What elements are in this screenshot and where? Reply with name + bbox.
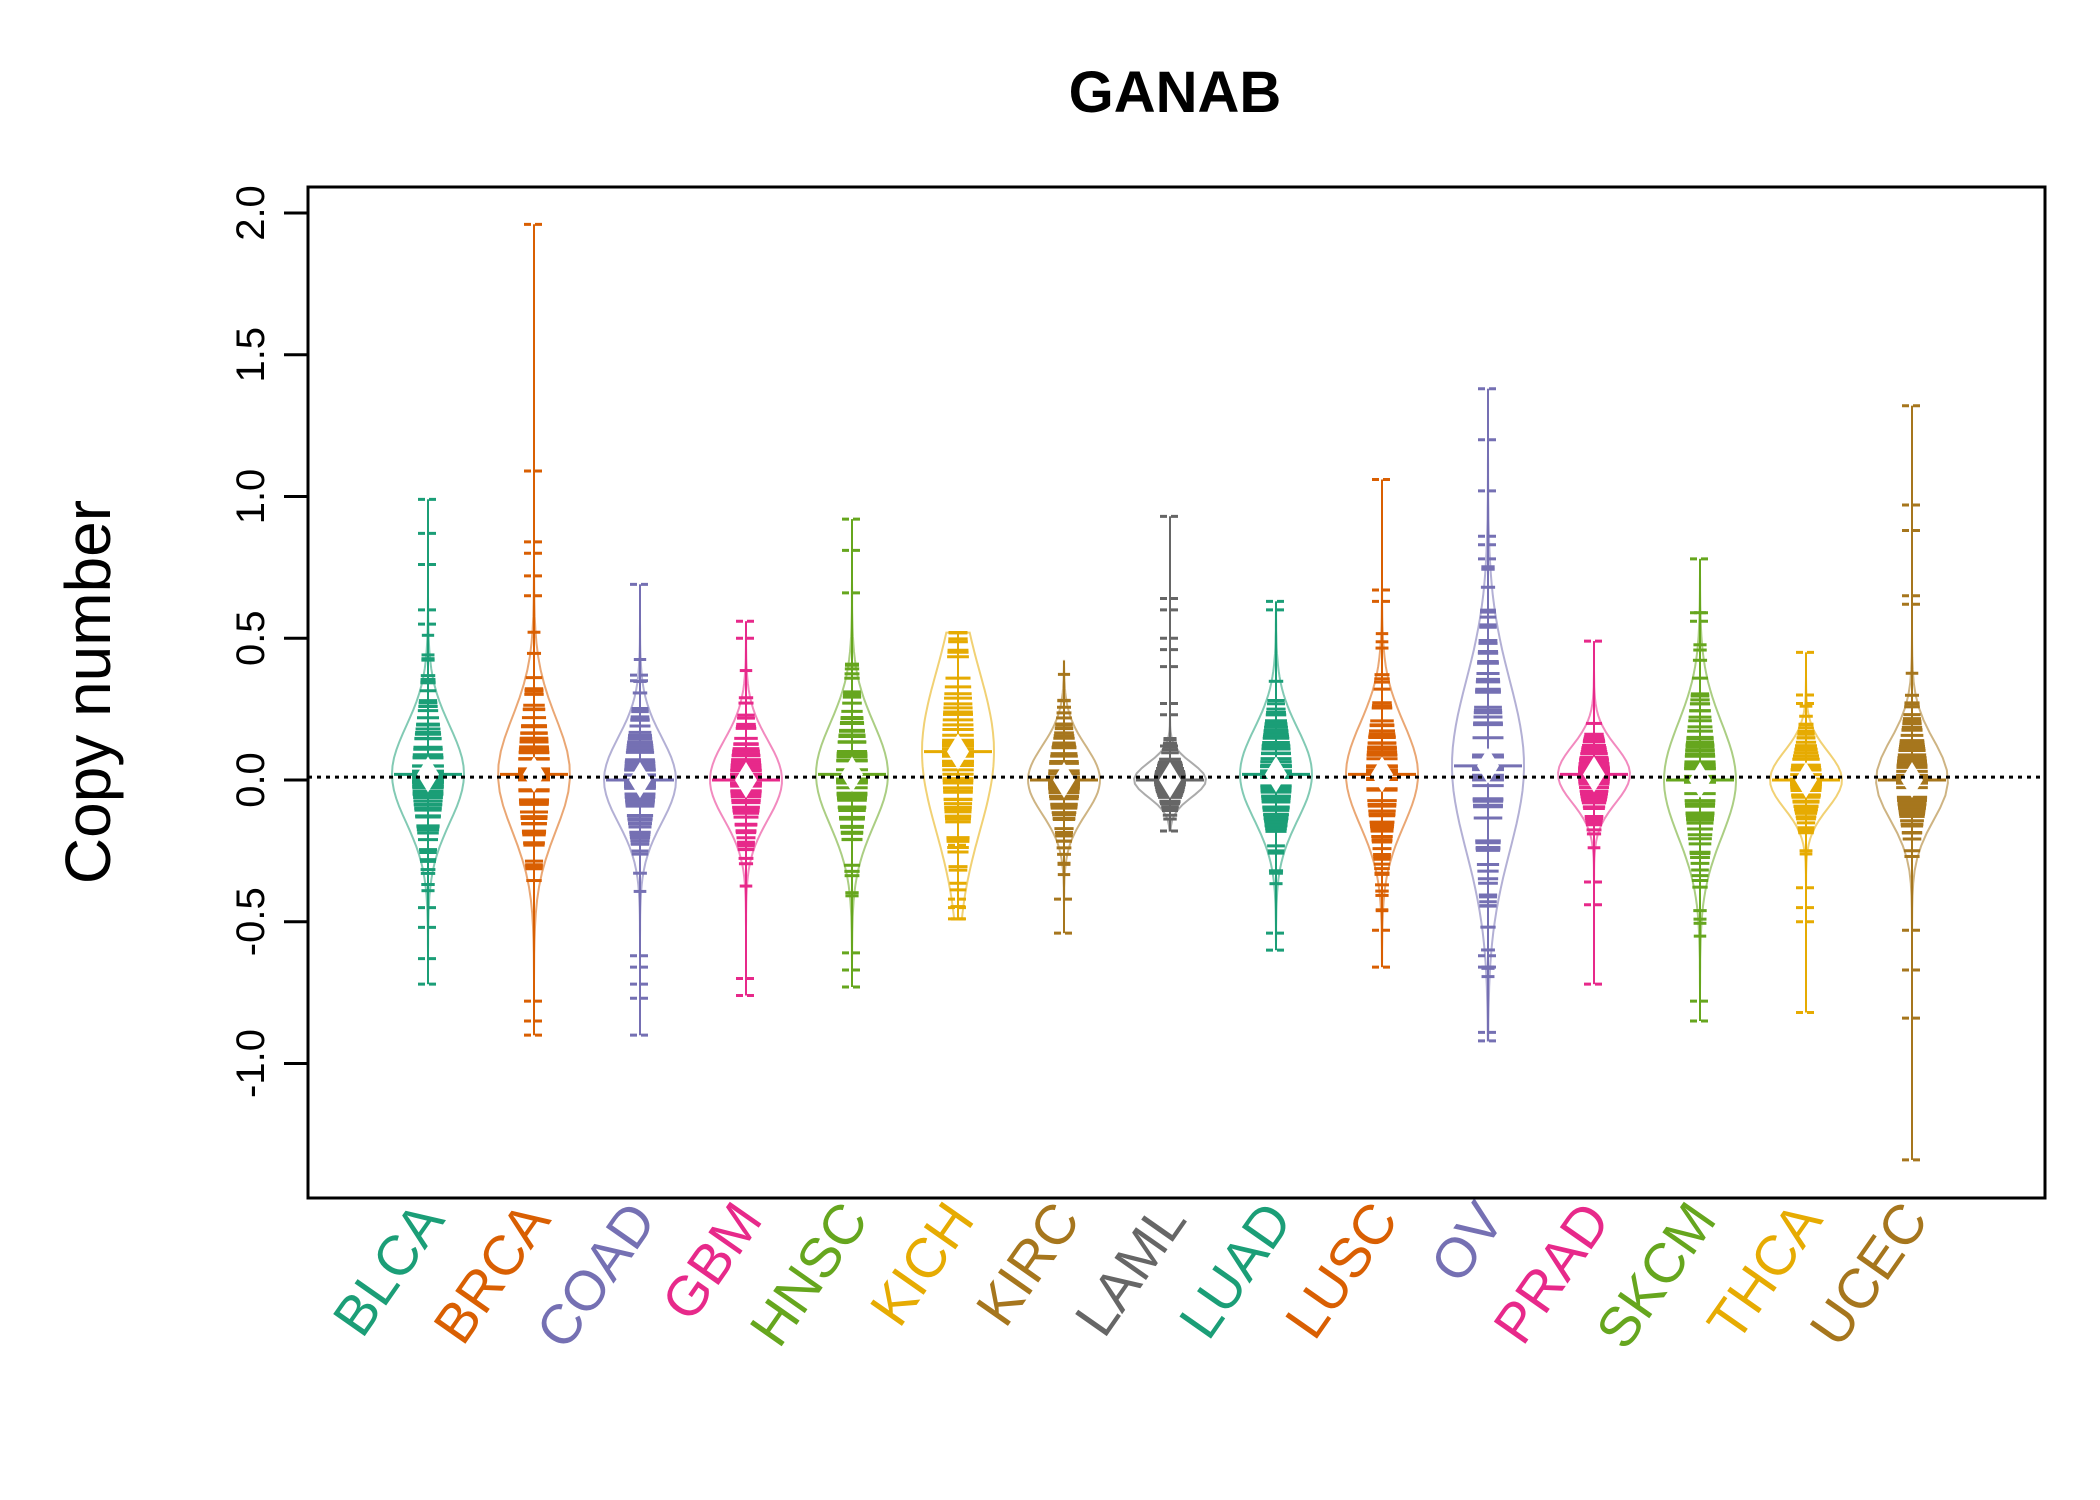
chart-title: GANAB bbox=[1069, 60, 1282, 125]
bean-density bbox=[1238, 601, 1314, 951]
plot-frame bbox=[306, 185, 2047, 1200]
bean-center bbox=[523, 756, 545, 793]
bean-skcm bbox=[1662, 557, 1738, 1023]
bean-thca bbox=[1769, 650, 1843, 1014]
bean-density bbox=[1450, 388, 1526, 1042]
bean-density bbox=[1875, 405, 1949, 1160]
bean-lusc bbox=[1344, 477, 1420, 969]
bean-center bbox=[1477, 747, 1499, 784]
bean-center bbox=[1901, 762, 1923, 798]
bean-density bbox=[1662, 558, 1738, 1021]
bean-laml bbox=[1133, 514, 1207, 833]
beans-layer bbox=[390, 222, 1949, 1162]
bean-center bbox=[1265, 756, 1287, 793]
bean-center bbox=[1795, 762, 1817, 798]
bean-center bbox=[735, 762, 757, 798]
y-tick-label: 1.5 bbox=[229, 327, 273, 383]
bean-ov bbox=[1450, 387, 1526, 1043]
bean-ucec bbox=[1875, 404, 1949, 1162]
y-tick-label: 2.0 bbox=[229, 185, 273, 241]
bean-center bbox=[841, 756, 863, 793]
y-tick-label: -0.5 bbox=[229, 887, 273, 956]
bean-center bbox=[1689, 762, 1711, 798]
bean-blca bbox=[390, 497, 466, 986]
bean-kirc bbox=[1026, 659, 1102, 935]
y-axis: -1.0 -0.5 0.0 0.5 1.0 1.5 2.0 bbox=[229, 185, 310, 1098]
bean-kich bbox=[920, 631, 996, 921]
bean-center bbox=[1583, 756, 1605, 793]
y-tick-label: 0.0 bbox=[229, 752, 273, 808]
bean-center bbox=[947, 733, 969, 770]
bean-luad bbox=[1238, 599, 1314, 952]
bean-center bbox=[1159, 762, 1181, 798]
y-axis-label: Copy number bbox=[52, 500, 124, 884]
bean-density bbox=[1557, 641, 1631, 985]
bean-center bbox=[629, 762, 651, 798]
bean-density bbox=[497, 224, 571, 1036]
bean-density bbox=[1026, 659, 1102, 934]
bean-density bbox=[709, 621, 783, 996]
y-tick-label: 1.0 bbox=[229, 469, 273, 525]
bean-prad bbox=[1557, 639, 1631, 986]
bean-density bbox=[1769, 652, 1843, 1013]
bean-hnsc bbox=[814, 517, 890, 989]
y-tick-label: 0.5 bbox=[229, 610, 273, 666]
bean-density bbox=[602, 584, 678, 1036]
bean-gbm bbox=[709, 619, 783, 997]
bean-density bbox=[1133, 516, 1207, 832]
bean-coad bbox=[602, 582, 678, 1037]
bean-center bbox=[1053, 762, 1075, 798]
bean-center bbox=[417, 756, 439, 793]
y-tick-label: -1.0 bbox=[229, 1029, 273, 1098]
bean-center bbox=[1371, 756, 1393, 793]
